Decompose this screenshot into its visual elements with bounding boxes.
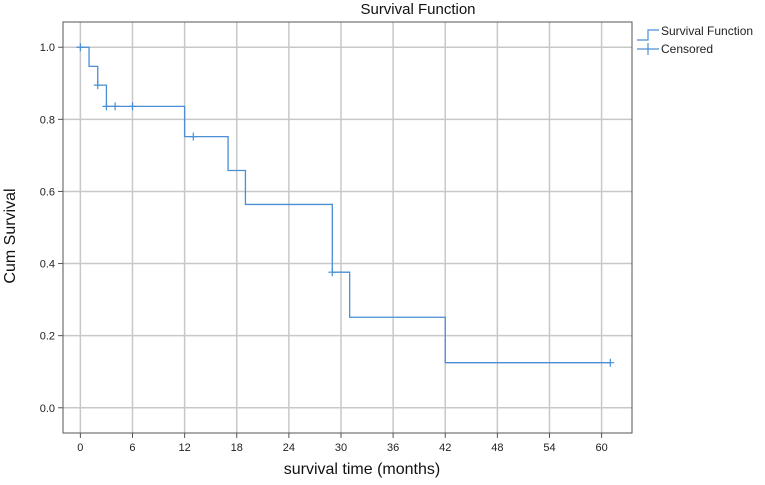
- y-tick-label: 0.4: [40, 259, 55, 271]
- y-tick-label: 0.8: [40, 114, 55, 126]
- survival-step-line: [80, 46, 611, 364]
- tick-layer: 0 6 12 18 24 30 36 42 48 54 60 0.0 0.2 0.4 0.6 0.8 1.0: [40, 42, 608, 454]
- y-tick-label: 1.0: [40, 42, 55, 54]
- censored-marker: [76, 43, 85, 52]
- x-tick-label: 48: [491, 442, 503, 454]
- legend: Survival Function Censored: [637, 24, 753, 56]
- x-tick-label: 54: [543, 442, 555, 454]
- x-axis-title: survival time (months): [284, 461, 440, 478]
- x-tick-label: 24: [283, 442, 295, 454]
- censored-marker: [606, 358, 615, 367]
- series-layer: [80, 46, 611, 364]
- y-tick-label: 0.6: [40, 186, 55, 198]
- censored-marker: [102, 102, 111, 111]
- x-tick-label: 30: [335, 442, 347, 454]
- x-tick-label: 18: [231, 442, 243, 454]
- x-tick-label: 36: [387, 442, 399, 454]
- grid-layer: [63, 22, 632, 433]
- censored-marker: [128, 102, 137, 111]
- x-tick-label: 42: [439, 442, 451, 454]
- y-axis-title: Cum Survival: [2, 188, 19, 283]
- x-tick-label: 60: [595, 442, 607, 454]
- x-tick-label: 12: [178, 442, 190, 454]
- legend-survival-label: Survival Function: [661, 24, 753, 38]
- x-tick-label: 0: [77, 442, 83, 454]
- censored-marker: [189, 132, 198, 141]
- censored-marker: [93, 81, 102, 90]
- censored-marker: [111, 102, 120, 111]
- legend-censored-label: Censored: [661, 42, 713, 56]
- chart-title: Survival Function: [360, 1, 475, 18]
- legend-survival-swatch: [637, 29, 659, 41]
- y-tick-label: 0.2: [40, 331, 55, 343]
- plot-frame: [62, 21, 633, 434]
- y-tick-label: 0.0: [40, 403, 55, 415]
- marker-layer: [76, 43, 615, 367]
- x-tick-label: 6: [129, 442, 135, 454]
- censored-marker: [328, 268, 337, 277]
